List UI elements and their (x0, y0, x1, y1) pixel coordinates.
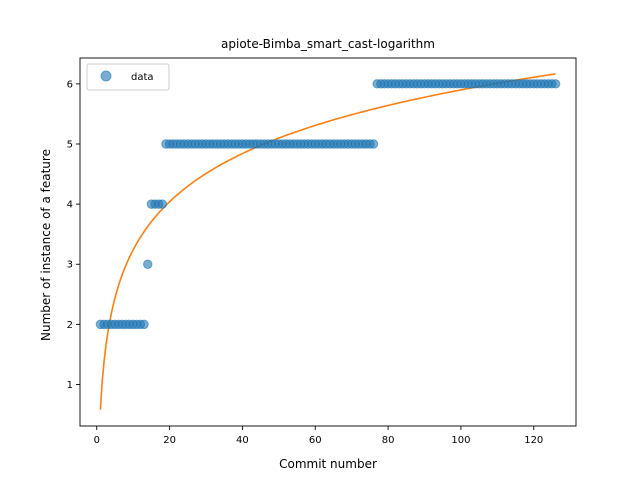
y-tick-label: 4 (67, 200, 73, 211)
x-tick-label: 120 (524, 435, 543, 446)
chart-title: apiote-Bimba_smart_cast-logarithm (221, 37, 435, 51)
x-axis-label: Commit number (279, 457, 377, 471)
x-tick-label: 40 (236, 435, 249, 446)
data-point (368, 139, 379, 149)
legend-marker (100, 70, 112, 82)
x-tick-label: 20 (163, 435, 176, 446)
data-point (143, 259, 153, 269)
data-point (139, 319, 149, 330)
axes: 0 20 40 60 80 100 120 1 2 3 4 5 6 (67, 57, 577, 446)
y-tick-label: 6 (67, 79, 73, 90)
y-tick-label: 2 (67, 320, 73, 331)
x-tick-label: 80 (382, 435, 395, 446)
legend-label: data (131, 72, 154, 83)
y-axis-label: Number of instance of a feature (39, 149, 53, 341)
y-tick-label: 5 (67, 139, 73, 150)
x-tick-label: 0 (94, 435, 100, 446)
legend: data (86, 63, 170, 91)
y-tick-label: 3 (67, 260, 73, 271)
data-point (550, 79, 561, 89)
axes-frame (79, 57, 577, 427)
data-point (157, 199, 168, 209)
y-tick-label: 1 (67, 380, 73, 391)
data-points (95, 79, 561, 330)
x-tick-label: 100 (451, 435, 470, 446)
legend-box (86, 63, 170, 91)
x-tick-label: 60 (309, 435, 322, 446)
